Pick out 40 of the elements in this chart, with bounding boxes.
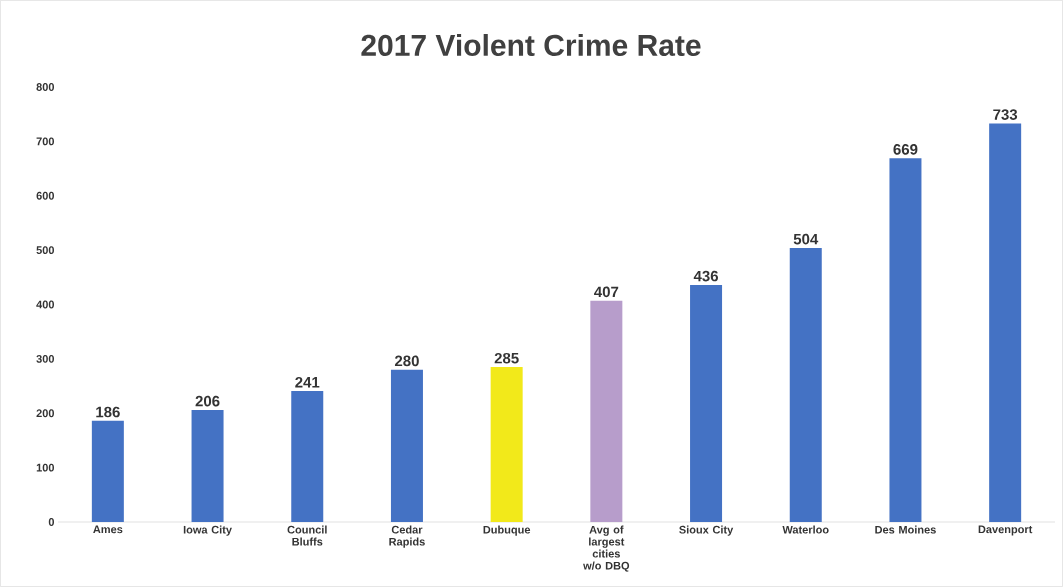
data-label: 241 bbox=[295, 376, 320, 388]
bar bbox=[91, 420, 124, 522]
y-tick-label: 100 bbox=[36, 463, 55, 472]
x-tick-label: Ames bbox=[93, 525, 123, 534]
y-tick-label: 0 bbox=[48, 518, 55, 526]
bar bbox=[291, 390, 324, 522]
y-tick-label: 600 bbox=[36, 191, 55, 200]
x-tick-label: Waterloo bbox=[782, 525, 829, 534]
bar bbox=[191, 409, 224, 522]
bar bbox=[789, 247, 822, 522]
x-tick-label: Iowa City bbox=[183, 525, 232, 536]
x-tick-label: Council Bluffs bbox=[287, 525, 327, 546]
bar bbox=[390, 369, 423, 522]
data-label: 669 bbox=[893, 144, 918, 155]
bar bbox=[989, 123, 1022, 522]
data-label: 186 bbox=[96, 406, 120, 418]
bar bbox=[590, 300, 623, 522]
data-label: 436 bbox=[693, 270, 719, 282]
data-label: 733 bbox=[993, 109, 1018, 120]
x-tick-label: Davenport bbox=[978, 525, 1033, 536]
data-label: 504 bbox=[793, 233, 819, 245]
y-tick-label: 400 bbox=[36, 300, 55, 309]
x-tick-label: Cedar Rapids bbox=[389, 525, 425, 548]
y-tick-label: 200 bbox=[36, 409, 55, 418]
data-label: 285 bbox=[494, 352, 519, 364]
data-label: 407 bbox=[594, 286, 619, 298]
x-tick-label: Des Moines bbox=[875, 525, 936, 534]
y-tick-label: 500 bbox=[36, 246, 55, 255]
x-tick-label: Sioux City bbox=[679, 525, 734, 536]
data-label: 280 bbox=[394, 355, 419, 367]
bar bbox=[690, 284, 723, 522]
y-tick-label: 300 bbox=[36, 354, 55, 363]
x-tick-label: Avg of largest cities w/o DBQ bbox=[583, 525, 630, 572]
x-tick-label: Dubuque bbox=[483, 525, 531, 536]
data-label: 206 bbox=[195, 395, 220, 407]
chart-title: 2017 Violent Crime Rate bbox=[361, 33, 701, 57]
bar bbox=[490, 367, 523, 522]
y-tick-label: 800 bbox=[36, 83, 55, 91]
y-tick-label: 700 bbox=[36, 137, 55, 146]
bar bbox=[889, 158, 922, 522]
